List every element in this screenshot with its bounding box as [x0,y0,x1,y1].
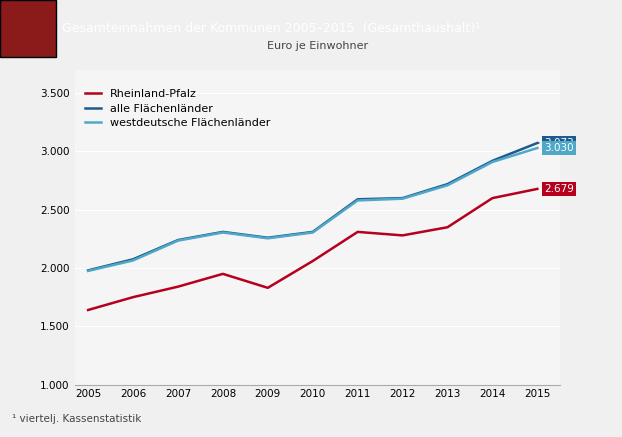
Text: 2.679: 2.679 [544,184,574,194]
Text: ¹ viertelj. Kassenstatistik: ¹ viertelj. Kassenstatistik [12,414,142,424]
FancyBboxPatch shape [0,0,56,57]
Legend: Rheinland-Pfalz, alle Flächenländer, westdeutsche Flächenländer: Rheinland-Pfalz, alle Flächenländer, wes… [80,85,275,133]
Text: 3.073: 3.073 [544,138,574,148]
Text: Euro je Einwohner: Euro je Einwohner [267,41,368,51]
Text: 3.030: 3.030 [544,143,573,153]
Text: Gesamteinnahmen der Kommunen 2005–2015  (Gesamthaushalt)¹: Gesamteinnahmen der Kommunen 2005–2015 (… [62,22,480,35]
